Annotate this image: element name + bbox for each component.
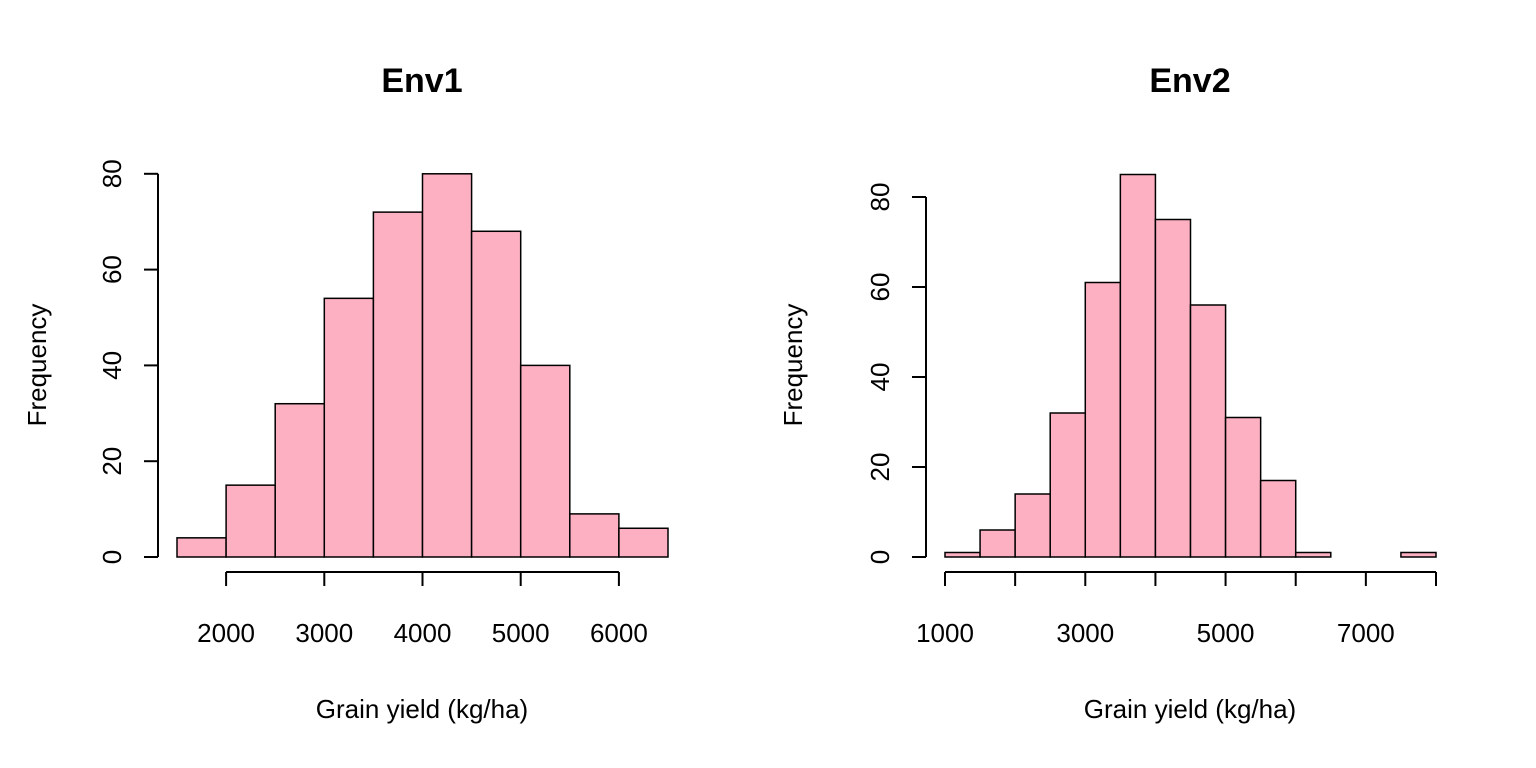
- histogram-bar: [1224, 416, 1262, 558]
- histogram-bar: [979, 529, 1016, 558]
- y-tick-label: 40: [97, 351, 127, 380]
- histogram-bar: [1259, 479, 1297, 558]
- histogram-bar: [1119, 173, 1157, 558]
- histogram-bar: [944, 551, 981, 558]
- chart-title: Env2: [1149, 62, 1230, 100]
- x-axis-title: Grain yield (kg/ha): [1084, 694, 1296, 724]
- histogram-panel-env2: Env2 Grain yield (kg/ha) Frequency 1000 3…: [778, 62, 1437, 724]
- x-axis: 1000 3000 5000 7000: [916, 571, 1437, 648]
- histogram-bar: [569, 513, 620, 558]
- bars: [176, 173, 669, 558]
- histogram-bar: [421, 173, 473, 558]
- y-axis: 0 20 40 60 80: [865, 183, 927, 564]
- y-tick-label: 0: [97, 550, 127, 564]
- x-tick-label: 5000: [1197, 618, 1255, 648]
- histogram-bar: [1400, 551, 1437, 558]
- histogram-bar: [225, 484, 276, 558]
- histogram-bar: [1154, 218, 1192, 558]
- histogram-bar: [1189, 304, 1227, 558]
- histogram-bar: [1014, 493, 1051, 558]
- y-tick-label: 20: [97, 447, 127, 476]
- x-tick-label: 6000: [590, 618, 648, 648]
- y-axis: 0 20 40 60 80: [97, 159, 159, 564]
- y-axis-title: Frequency: [22, 304, 52, 427]
- y-tick-label: 60: [865, 273, 895, 302]
- y-tick-label: 0: [865, 550, 895, 564]
- x-axis-title: Grain yield (kg/ha): [316, 694, 528, 724]
- x-tick-label: 3000: [1056, 618, 1114, 648]
- x-tick-label: 3000: [295, 618, 353, 648]
- y-axis-title: Frequency: [778, 304, 808, 427]
- y-tick-label: 80: [97, 159, 127, 188]
- histogram-bar: [1049, 412, 1087, 558]
- histogram-bar: [1294, 551, 1332, 558]
- x-axis: 2000 3000 4000 5000 6000: [197, 571, 648, 648]
- histogram-bar: [470, 230, 522, 558]
- histogram-bar: [519, 364, 571, 558]
- chart-title: Env1: [381, 62, 462, 100]
- y-tick-label: 60: [97, 255, 127, 284]
- x-tick-label: 2000: [197, 618, 255, 648]
- histogram-bar: [372, 211, 424, 558]
- histogram-bar: [1084, 281, 1122, 558]
- bars: [944, 173, 1437, 558]
- x-tick-label: 5000: [492, 618, 550, 648]
- histogram-panel-env1: Env1 Grain yield (kg/ha) Frequency 2000 3…: [22, 62, 669, 724]
- y-tick-label: 40: [865, 363, 895, 392]
- x-tick-label: 4000: [394, 618, 452, 648]
- y-tick-label: 80: [865, 183, 895, 212]
- histogram-bar: [176, 537, 227, 558]
- histogram-bar: [274, 402, 326, 558]
- y-tick-label: 20: [865, 453, 895, 482]
- x-tick-label: 1000: [916, 618, 974, 648]
- histogram-bar: [323, 297, 375, 558]
- histogram-bar: [618, 527, 669, 558]
- x-tick-label: 7000: [1337, 618, 1395, 648]
